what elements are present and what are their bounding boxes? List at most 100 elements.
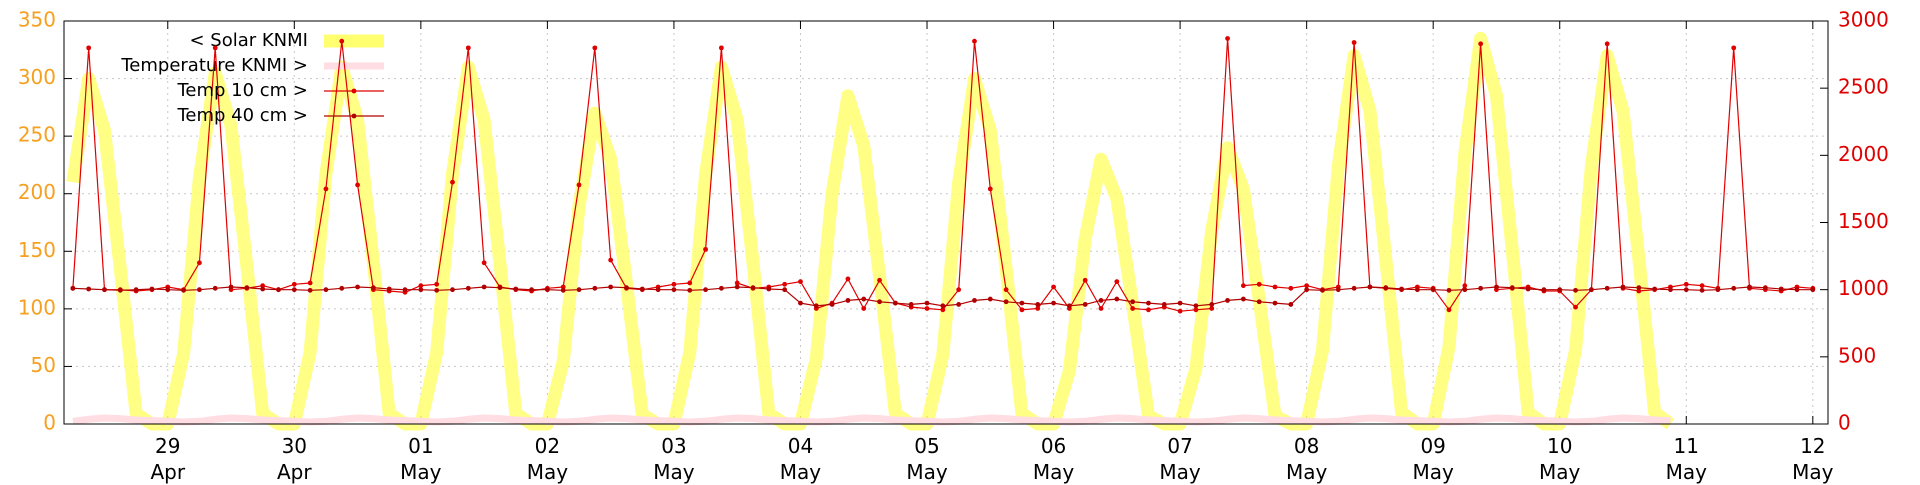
data-point bbox=[956, 302, 962, 307]
data-point bbox=[434, 287, 440, 293]
data-point bbox=[418, 287, 424, 293]
y-tick-label: 0 bbox=[43, 411, 56, 435]
data-point bbox=[1573, 304, 1578, 310]
y2-tick-label: 2500 bbox=[1838, 75, 1889, 99]
data-point bbox=[165, 287, 171, 293]
data-point bbox=[1399, 286, 1404, 292]
data-point bbox=[1177, 300, 1183, 306]
data-point bbox=[212, 45, 218, 51]
data-point bbox=[1146, 307, 1151, 313]
data-point bbox=[671, 287, 677, 293]
data-point bbox=[972, 38, 977, 44]
data-point bbox=[1778, 286, 1784, 292]
data-point bbox=[1762, 285, 1768, 291]
data-point bbox=[987, 186, 993, 192]
data-point bbox=[734, 280, 740, 286]
data-point bbox=[1288, 285, 1294, 291]
y-tick-label: 150 bbox=[18, 238, 56, 262]
data-point bbox=[418, 283, 424, 289]
data-point bbox=[529, 287, 534, 293]
data-point bbox=[1272, 300, 1278, 306]
data-point bbox=[1035, 302, 1041, 307]
data-point bbox=[924, 300, 930, 306]
data-point bbox=[1130, 306, 1136, 311]
data-point bbox=[1304, 287, 1310, 293]
y2-tick-label: 2000 bbox=[1838, 142, 1889, 166]
y2-tick-label: 500 bbox=[1838, 343, 1876, 367]
data-point bbox=[291, 287, 297, 293]
data-point bbox=[1209, 302, 1215, 307]
data-point bbox=[1509, 285, 1515, 291]
data-point bbox=[1225, 36, 1230, 41]
data-point bbox=[481, 260, 487, 266]
data-point bbox=[861, 296, 867, 302]
data-point bbox=[908, 302, 914, 307]
data-point bbox=[1604, 41, 1610, 47]
data-point bbox=[133, 287, 139, 293]
data-point bbox=[339, 38, 345, 44]
data-point bbox=[1446, 307, 1452, 313]
data-point bbox=[1383, 285, 1389, 291]
data-point bbox=[1636, 288, 1642, 294]
data-point bbox=[1240, 283, 1246, 289]
data-point bbox=[1588, 287, 1594, 293]
data-point bbox=[1414, 287, 1420, 293]
data-point bbox=[212, 285, 218, 291]
x-tick-label: 09 May bbox=[1412, 434, 1454, 484]
data-point bbox=[465, 45, 471, 51]
data-point bbox=[323, 287, 329, 293]
y-tick-label: 300 bbox=[18, 65, 56, 89]
data-point bbox=[576, 182, 582, 188]
series-line bbox=[72, 414, 1671, 426]
data-point bbox=[450, 287, 455, 293]
data-point bbox=[1256, 281, 1262, 287]
data-point bbox=[1098, 298, 1104, 303]
data-point bbox=[1494, 284, 1499, 290]
data-point bbox=[813, 303, 819, 309]
data-point bbox=[703, 287, 708, 293]
data-point bbox=[1604, 285, 1610, 291]
data-point bbox=[782, 287, 788, 293]
y2-tick-label: 1500 bbox=[1838, 209, 1889, 233]
data-point bbox=[197, 287, 202, 293]
data-point bbox=[1367, 284, 1373, 290]
x-tick-label: 04 May bbox=[779, 434, 822, 484]
data-point bbox=[450, 179, 455, 185]
data-point bbox=[149, 286, 155, 292]
data-point bbox=[687, 280, 693, 286]
x-tick-label: 02 May bbox=[526, 434, 569, 484]
data-point bbox=[355, 182, 360, 188]
data-point bbox=[972, 298, 977, 303]
data-point bbox=[576, 287, 582, 293]
data-point bbox=[260, 286, 266, 292]
y-tick-label: 50 bbox=[31, 353, 56, 377]
data-point bbox=[1193, 303, 1199, 309]
data-point bbox=[181, 287, 186, 293]
x-tick-label: 30 Apr bbox=[276, 434, 312, 484]
data-point bbox=[1573, 287, 1578, 293]
data-point bbox=[1794, 287, 1800, 293]
data-point bbox=[323, 186, 329, 192]
data-point bbox=[1003, 299, 1009, 305]
data-point bbox=[355, 284, 360, 290]
data-point bbox=[1161, 302, 1167, 307]
data-point bbox=[1731, 45, 1737, 51]
data-point bbox=[845, 276, 851, 282]
data-point bbox=[1019, 307, 1025, 313]
data-point bbox=[987, 296, 993, 302]
data-point bbox=[370, 285, 376, 291]
data-point bbox=[1683, 281, 1689, 287]
data-point bbox=[1082, 277, 1088, 283]
data-point bbox=[1620, 284, 1626, 290]
data-point bbox=[861, 306, 867, 311]
x-tick-label: 03 May bbox=[653, 434, 695, 484]
data-point bbox=[1304, 283, 1310, 289]
y2-tick-label: 1000 bbox=[1838, 276, 1889, 300]
data-point bbox=[1430, 287, 1436, 293]
data-point bbox=[1320, 287, 1325, 293]
data-point bbox=[1256, 299, 1262, 305]
data-point bbox=[718, 285, 724, 291]
data-point bbox=[86, 45, 92, 51]
plot-frame bbox=[63, 20, 1829, 425]
